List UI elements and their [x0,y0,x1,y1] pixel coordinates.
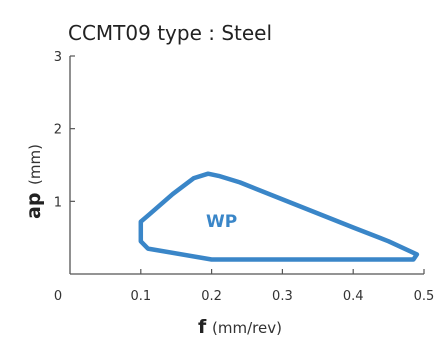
x-axis-ticks: 0 0.1 0.2 0.3 0.4 0.5 [54,269,434,304]
x-tick-label: 0.1 [130,289,151,304]
x-tick-label: 0 [54,289,62,304]
y-tick-label: 1 [54,195,62,210]
x-axis-label-unit: (mm/rev) [212,319,282,337]
y-axis-ticks: 1 2 3 [54,50,75,210]
y-axis-label: ap (mm) [23,144,45,219]
y-axis-label-unit: (mm) [26,144,44,185]
x-tick-label: 0.5 [414,289,435,304]
x-tick-label: 0.3 [272,289,293,304]
x-tick-label: 0.2 [201,289,222,304]
y-tick-label: 2 [54,123,62,138]
x-axis-label-main: f [198,316,207,338]
x-tick-label: 0.4 [343,289,364,304]
wp-region-label: WP [206,212,237,232]
y-tick-label: 3 [54,50,62,65]
y-axis-label-main: ap [23,193,45,219]
wp-region-outline [138,171,420,262]
chart-title: CCMT09 type : Steel [68,21,272,45]
